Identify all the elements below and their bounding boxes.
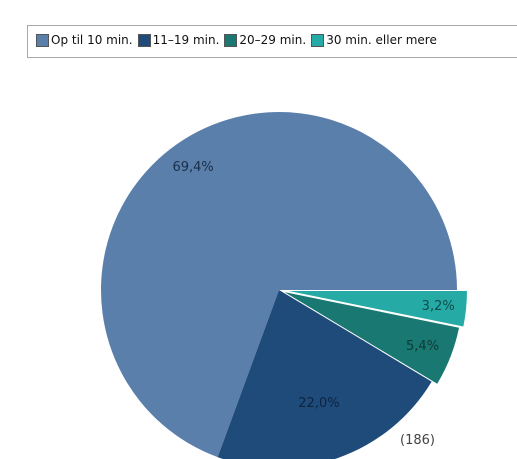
legend-swatch-11-19 xyxy=(137,33,151,47)
pie-data-labels: 69,4% 22,0% 5,4% 3,2% xyxy=(172,160,454,411)
legend-item-11-19: 11–19 min. xyxy=(137,33,220,47)
slice-op-til-10 xyxy=(101,112,457,458)
legend-swatch-30-plus xyxy=(311,33,325,47)
legend-label-20-29: 20–29 min. xyxy=(239,33,307,47)
label-11-19: 22,0% xyxy=(298,396,339,411)
legend-item-20-29: 20–29 min. xyxy=(224,33,306,47)
slice-11-19 xyxy=(217,290,432,459)
slice-30-plus xyxy=(288,291,467,327)
legend-item-op-til-10: Op til 10 min. xyxy=(36,33,133,47)
legend-swatch-op-til-10 xyxy=(36,33,49,47)
slice-20-29 xyxy=(284,292,460,384)
label-30-plus: 3,2% xyxy=(422,299,455,314)
legend-swatch-20-29 xyxy=(224,33,238,47)
label-20-29: 5,4% xyxy=(406,339,439,354)
legend-label-11-19: 11–19 min. xyxy=(152,33,220,47)
legend-label-30-plus: 30 min. eller mere xyxy=(326,33,437,47)
chart-legend: Op til 10 min. 11–19 min. 20–29 min. 30 … xyxy=(27,25,517,58)
legend-item-30-plus: 30 min. eller mere xyxy=(311,33,437,47)
legend-label-op-til-10: Op til 10 min. xyxy=(51,33,133,47)
sample-size-annotation: (186) xyxy=(400,433,435,448)
pie-slices xyxy=(101,112,467,459)
label-op-til-10: 69,4% xyxy=(172,160,213,175)
